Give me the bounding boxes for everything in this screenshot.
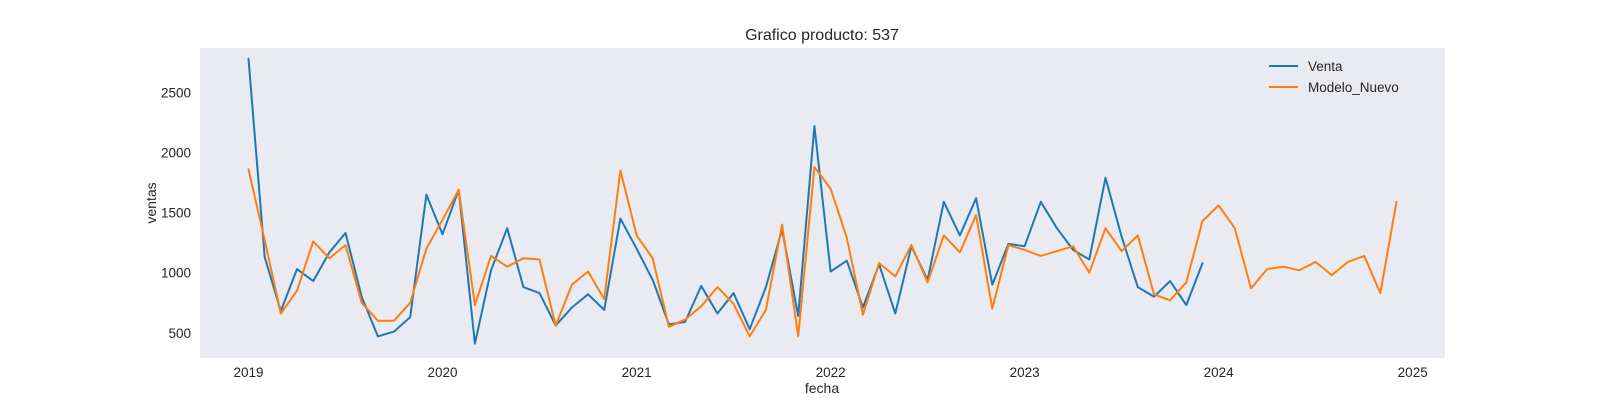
- y-tick-label: 1500: [161, 206, 191, 221]
- x-tick-label: 2020: [427, 365, 457, 380]
- x-tick-label: 2025: [1398, 365, 1428, 380]
- legend-label-0: Venta: [1308, 59, 1343, 74]
- legend-label-1: Modelo_Nuevo: [1308, 80, 1399, 95]
- y-axis-label: ventas: [143, 182, 159, 223]
- y-tick-label: 2000: [161, 146, 191, 161]
- x-tick-label: 2024: [1204, 365, 1235, 380]
- x-tick-label: 2023: [1010, 365, 1040, 380]
- y-tick-label: 1000: [161, 266, 191, 281]
- legend: Venta Modelo_Nuevo: [1269, 59, 1399, 95]
- y-axis: 500 1000 1500 2000 2500: [161, 86, 191, 341]
- x-tick-label: 2019: [233, 365, 263, 380]
- x-axis-label: fecha: [805, 380, 839, 396]
- y-tick-label: 2500: [161, 86, 191, 101]
- y-tick-label: 500: [168, 326, 191, 341]
- series-line-0: [247, 57, 1204, 345]
- x-axis: 2019 2020 2021 2022 2023 2024 2025: [233, 365, 1427, 380]
- chart-title: Grafico producto: 537: [745, 27, 899, 44]
- x-tick-label: 2021: [622, 365, 652, 380]
- series-lines: [247, 57, 1398, 345]
- x-tick-label: 2022: [816, 365, 846, 380]
- series-line-1: [247, 166, 1398, 338]
